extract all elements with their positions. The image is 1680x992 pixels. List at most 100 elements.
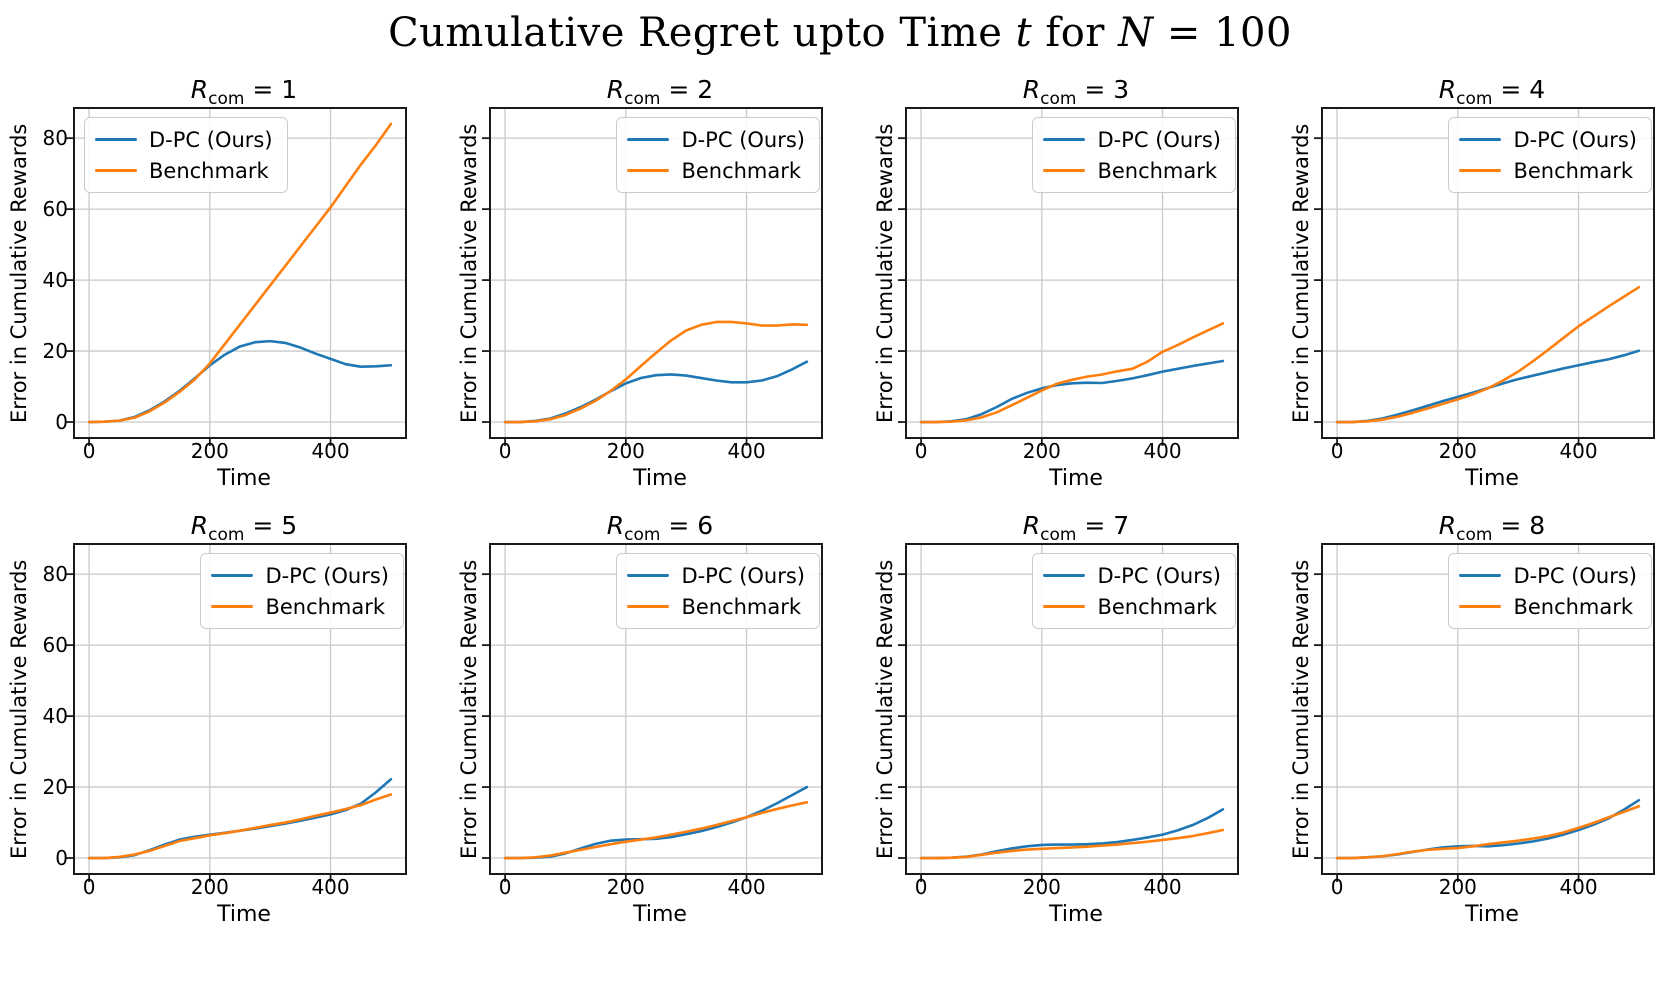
legend-line-swatch bbox=[1043, 168, 1086, 173]
axes-spines bbox=[1321, 107, 1655, 439]
x-tick-label: 400 bbox=[1559, 875, 1598, 899]
y-tick-label: 20 bbox=[42, 339, 68, 364]
legend-line-swatch bbox=[211, 604, 254, 609]
legend-line-swatch bbox=[627, 168, 670, 173]
subplot-title-subscript: com bbox=[208, 89, 245, 109]
series-line-benchmark bbox=[919, 828, 1225, 860]
subplot-rcom-6: Rcom = 6 Error in Cumulative Rewards D-PC … bbox=[426, 508, 830, 930]
series-line-benchmark bbox=[87, 793, 393, 860]
legend-label: Benchmark bbox=[1097, 594, 1218, 619]
series-line-benchmark bbox=[503, 320, 809, 424]
legend-label: Benchmark bbox=[681, 158, 802, 183]
subplot-title-var: R bbox=[606, 511, 625, 540]
legend-item: D-PC (Ours) bbox=[1459, 560, 1637, 591]
legend-item: D-PC (Ours) bbox=[95, 124, 273, 155]
y-tick-label: 80 bbox=[42, 126, 68, 151]
x-axis-label: Time bbox=[217, 466, 271, 491]
legend-item: D-PC (Ours) bbox=[1043, 124, 1221, 155]
x-tick-row: 0 200 400 bbox=[426, 874, 830, 900]
y-axis-label: Error in Cumulative Rewards bbox=[873, 123, 897, 423]
legend-label: D-PC (Ours) bbox=[681, 127, 805, 152]
x-tick-row: 0 200 400 bbox=[842, 438, 1246, 464]
y-tick-label: 20 bbox=[42, 775, 68, 800]
legend: D-PC (Ours) Benchmark bbox=[1032, 553, 1236, 629]
x-tick-row: 0 200 400 bbox=[1258, 438, 1662, 464]
subplot-title-value: = 3 bbox=[1076, 75, 1130, 104]
x-tick-label: 0 bbox=[82, 439, 96, 463]
legend-line-swatch bbox=[1459, 604, 1502, 609]
legend-item: D-PC (Ours) bbox=[627, 560, 805, 591]
x-tick-label: 0 bbox=[498, 875, 512, 899]
y-tick-label: 60 bbox=[42, 633, 68, 658]
y-tick-label: 40 bbox=[42, 268, 68, 293]
subplot-title-subscript: com bbox=[1456, 525, 1493, 545]
figure-title: Cumulative Regret upto Time t for N = 10… bbox=[0, 0, 1680, 66]
legend-label: Benchmark bbox=[265, 594, 386, 619]
legend-label: D-PC (Ours) bbox=[265, 563, 389, 588]
legend-line-swatch bbox=[1043, 137, 1086, 142]
subplot-title-var: R bbox=[1438, 75, 1457, 104]
legend: D-PC (Ours) Benchmark bbox=[1448, 117, 1652, 193]
legend: D-PC (Ours) Benchmark bbox=[84, 117, 288, 193]
subplot-title-var: R bbox=[606, 75, 625, 104]
legend-item: Benchmark bbox=[1459, 155, 1637, 186]
subplot-title-subscript: com bbox=[624, 89, 661, 109]
y-tick-label: 0 bbox=[55, 410, 68, 435]
series-line-benchmark bbox=[87, 122, 393, 424]
subplot-title-value: = 6 bbox=[660, 511, 714, 540]
x-axis-label: Time bbox=[217, 902, 271, 927]
x-tick-label: 0 bbox=[498, 439, 512, 463]
series-line-benchmark bbox=[503, 801, 809, 860]
x-axis-label: Time bbox=[633, 466, 687, 491]
x-tick-label: 400 bbox=[311, 875, 350, 899]
axes-spines bbox=[73, 543, 407, 875]
plot-body: Error in Cumulative Rewards 0 20 40 60 80 D-PC… bbox=[7, 543, 414, 882]
subplot-title: Rcom = 4 bbox=[1258, 72, 1662, 109]
series-line-d-pc-ours bbox=[919, 359, 1225, 424]
legend-label: D-PC (Ours) bbox=[1097, 127, 1221, 152]
subplot-rcom-5: Rcom = 5 Error in Cumulative Rewards 0 20 40… bbox=[7, 508, 414, 930]
x-tick-label: 200 bbox=[190, 439, 229, 463]
subplot-title-value: = 2 bbox=[660, 75, 714, 104]
y-tick-label: 40 bbox=[42, 704, 68, 729]
x-tick-label: 400 bbox=[1559, 439, 1598, 463]
subplot-rcom-8: Rcom = 8 Error in Cumulative Rewards D-PC … bbox=[1258, 508, 1662, 930]
subplot-rcom-4: Rcom = 4 Error in Cumulative Rewards D-PC … bbox=[1258, 72, 1662, 494]
legend: D-PC (Ours) Benchmark bbox=[1448, 553, 1652, 629]
y-axis-label: Error in Cumulative Rewards bbox=[873, 559, 897, 859]
legend-item: D-PC (Ours) bbox=[627, 124, 805, 155]
legend-line-swatch bbox=[1043, 573, 1086, 578]
subplot-title: Rcom = 3 bbox=[842, 72, 1246, 109]
legend-line-swatch bbox=[627, 137, 670, 142]
figure-title-part: = 100 bbox=[1153, 10, 1292, 56]
axes-spines bbox=[489, 107, 823, 439]
x-tick-row: 0 200 400 bbox=[426, 438, 830, 464]
legend-line-swatch bbox=[1459, 137, 1502, 142]
legend-label: D-PC (Ours) bbox=[1513, 563, 1637, 588]
subplot-rcom-2: Rcom = 2 Error in Cumulative Rewards D-PC … bbox=[426, 72, 830, 494]
x-tick-row: 0 200 400 bbox=[10, 438, 414, 464]
x-axis-label: Time bbox=[1465, 902, 1519, 927]
x-tick-label: 400 bbox=[311, 439, 350, 463]
x-tick-label: 200 bbox=[190, 875, 229, 899]
x-tick-label: 200 bbox=[606, 875, 645, 899]
x-axis-label: Time bbox=[1049, 466, 1103, 491]
plot-body: Error in Cumulative Rewards 0 20 40 60 80 D-PC… bbox=[7, 107, 414, 446]
legend-item: D-PC (Ours) bbox=[1459, 124, 1637, 155]
plot-body: Error in Cumulative Rewards D-PC (Ours) Be… bbox=[1258, 543, 1662, 882]
subplot-title: Rcom = 6 bbox=[426, 508, 830, 545]
figure-title-part: Cumulative Regret upto Time bbox=[388, 10, 1016, 56]
figure-title-part-italic-t: t bbox=[1015, 10, 1033, 56]
axes-spines bbox=[489, 543, 823, 875]
plot-body: Error in Cumulative Rewards D-PC (Ours) Be… bbox=[842, 107, 1246, 446]
subplot-title-value: = 8 bbox=[1492, 511, 1546, 540]
legend: D-PC (Ours) Benchmark bbox=[1032, 117, 1236, 193]
x-tick-label: 0 bbox=[1330, 875, 1344, 899]
legend-item: Benchmark bbox=[211, 591, 389, 622]
axes-spines bbox=[905, 543, 1239, 875]
legend-item: Benchmark bbox=[1459, 591, 1637, 622]
legend-label: D-PC (Ours) bbox=[149, 127, 273, 152]
x-tick-label: 200 bbox=[1022, 439, 1061, 463]
subplot-title-var: R bbox=[1022, 75, 1041, 104]
x-tick-label: 400 bbox=[1143, 439, 1182, 463]
